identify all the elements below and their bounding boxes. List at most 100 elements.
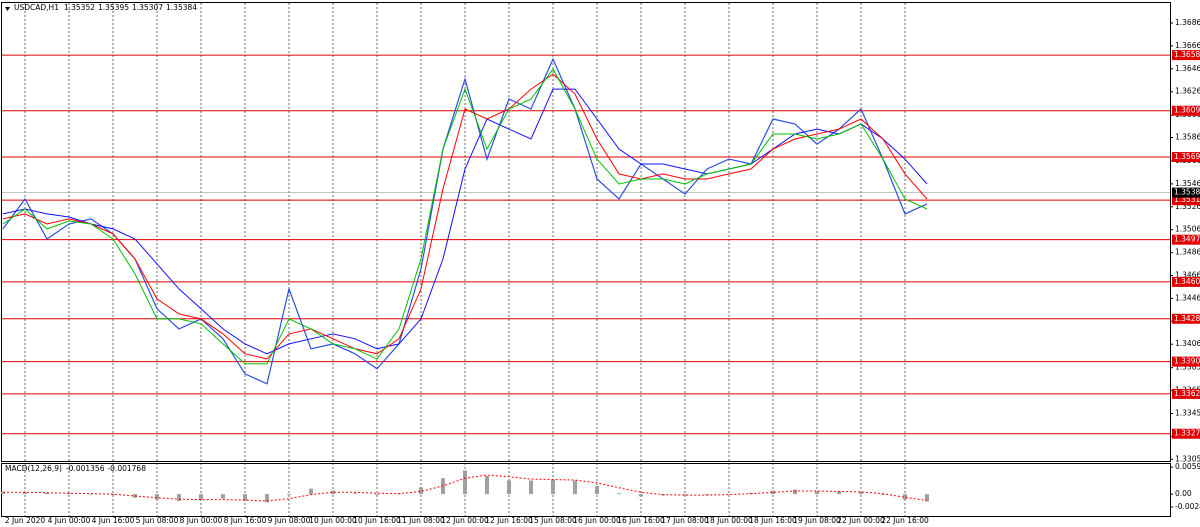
level-label-box [1172,50,1200,61]
histogram-bar [529,480,533,495]
y-tick-label: 1.36665 [1175,41,1200,50]
level-label-box [1172,105,1200,116]
histogram-bar [67,493,71,495]
y-tick-label: 1.34460 [1175,293,1200,302]
level-label: 1.33278 [1174,429,1200,438]
x-tick-label: 22 Jun 16:00 [881,516,929,525]
y-tick-label: 1.35260 [1175,202,1200,211]
level-label-box [1172,388,1200,399]
x-tick-label: 12 Jun 00:00 [441,516,489,525]
y-tick-label: 1.35460 [1175,179,1200,188]
y-tick-label: 1.34860 [1175,248,1200,257]
histogram-bar [155,494,159,500]
level-label: 1.33626 [1174,389,1200,398]
x-tick-label: 22 Jun 00:00 [837,516,885,525]
x-tick-label: 9 Jun 08:00 [268,516,311,525]
y-tick-label: 1.34660 [1175,271,1200,280]
level-label-box [1172,313,1200,324]
histogram-bar [639,494,643,497]
histogram-bar [485,475,489,495]
y-tick-label: 1.33055 [1175,454,1200,463]
level-label-box [1172,152,1200,163]
histogram-bar [221,494,225,499]
y-tick-label: 0.00 [1175,489,1192,498]
level-label-box [1172,234,1200,245]
x-tick-label: 5 Jun 08:00 [136,516,179,525]
x-tick-label: 4 Jun 00:00 [48,516,91,525]
level-label: 1.36585 [1174,50,1200,59]
level-label-box [1172,195,1200,206]
current-price-label: 1.35384 [1174,188,1200,197]
level-label: 1.36099 [1174,106,1200,115]
indicator-value: -0.001768 [107,464,146,473]
level-label: 1.35695 [1174,152,1200,161]
x-tick-label: 16 Jun 16:00 [617,516,665,525]
histogram-bar [683,494,687,496]
level-label: 1.34282 [1174,314,1200,323]
y-tick-label: 1.33855 [1175,363,1200,372]
y-tick-label: 1.36465 [1175,64,1200,73]
main-panel [1,2,1171,462]
chart-title: USDCAD,H1 [14,3,59,12]
moving-average [2,73,928,360]
x-tick-label: 10 Jun 00:00 [309,516,357,525]
histogram-bar [331,490,335,495]
histogram-bar [199,494,203,500]
current-price-box [1172,187,1200,198]
histogram-bar [507,480,511,495]
histogram-bar [793,489,797,495]
x-tick-label: 16 Jun 00:00 [573,516,621,525]
quote-value: 1.35395 [98,3,129,12]
x-tick-label: 8 Jun 16:00 [224,516,267,525]
histogram-bar [573,480,577,495]
indicator-title: MACD(12,26,9) [5,464,62,473]
histogram-bar [265,494,269,503]
histogram-bar [353,493,357,495]
price-line [2,57,928,385]
x-tick-label: 17 Jun 08:00 [661,516,709,525]
x-tick-label: 10 Jun 16:00 [353,516,401,525]
histogram-bar [419,487,423,495]
histogram-bar [309,488,313,495]
indicator-value: -0.001356 [66,464,105,473]
histogram-bar [111,494,115,496]
y-tick-label: 1.36265 [1175,87,1200,96]
x-tick-label: 2 Jun 2020 [5,516,46,525]
histogram-bar [859,491,863,495]
quote-value: 1.35352 [64,3,95,12]
histogram-bar [727,494,731,495]
moving-average [2,68,928,365]
y-tick-label: 1.35865 [1175,133,1200,142]
y-tick-label: 0.005937 [1175,462,1200,471]
histogram-bar [705,494,709,496]
histogram-bar [23,492,27,495]
histogram-bar [903,494,907,500]
quote-value: 1.35384 [166,3,197,12]
x-tick-label: 18 Jun 16:00 [749,516,797,525]
x-tick-label: 12 Jun 16:00 [485,516,533,525]
histogram-bar [89,494,93,495]
histogram-bar [595,485,599,495]
x-tick-label: 4 Jun 16:00 [92,516,135,525]
histogram-bar [177,494,181,501]
level-label: 1.33908 [1174,357,1200,366]
level-label: 1.35318 [1174,195,1200,204]
y-tick-label: 1.35060 [1175,225,1200,234]
histogram-bar [551,479,555,495]
histogram-bar [287,494,291,496]
menu-marker [5,7,10,11]
histogram-bar [771,490,775,495]
level-label-box [1172,428,1200,439]
x-tick-label: 11 Jun 08:00 [397,516,445,525]
histogram-bar [1,491,5,495]
level-label: 1.34973 [1174,235,1200,244]
x-tick-label: 18 Jun 00:00 [705,516,753,525]
level-label: 1.34604 [1174,277,1200,286]
x-tick-label: 8 Jun 00:00 [180,516,223,525]
histogram-bar [837,491,841,495]
y-tick-label: 1.33455 [1175,408,1200,417]
quote-value: 1.35307 [132,3,163,12]
histogram-bar [925,494,929,502]
histogram-bar [463,470,467,495]
